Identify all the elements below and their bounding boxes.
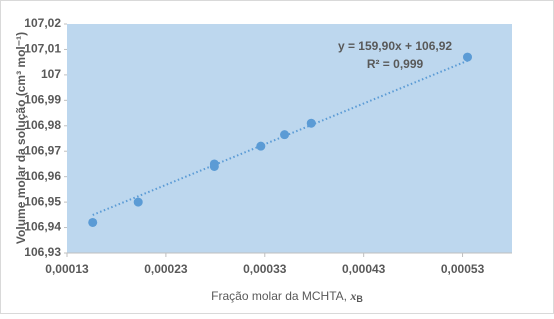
point [280,130,290,140]
y-tick-label: 106,99 [24,93,61,107]
r-squared: R² = 0,999 [367,57,424,71]
x-tick-label: 0,00033 [243,262,287,276]
point [256,141,266,151]
y-tick-label: 106,97 [24,143,61,157]
x-tick-label: 0,00043 [342,262,386,276]
y-tick-label: 106,94 [24,220,61,234]
point [133,197,143,207]
y-tick-label: 107,02 [24,16,61,30]
y-tick-label: 106,93 [24,245,61,259]
x-tick-label: 0,00053 [441,262,485,276]
y-tick-label: 106,95 [24,194,61,208]
x-axis-label: Fração molar da MCHTA, xB [211,289,363,305]
y-tick-label: 106,96 [24,169,61,183]
point [306,118,316,128]
x-axis-label-text: Fração molar da MCHTA, [211,289,350,303]
x-axis-label-var: x [349,289,356,303]
x-tick-label: 0,00013 [45,262,89,276]
x-tick-label: 0,00023 [144,262,188,276]
y-tick-label: 107,01 [24,42,61,56]
point [463,52,472,62]
y-axis-label: Volume molar da solução (cm³ mol⁻¹) [14,32,28,244]
plot-area [67,24,512,253]
point [209,161,219,171]
x-axis-label-sub: B [356,294,363,304]
y-tick-label: 106,98 [24,118,61,132]
trendline-equation: y = 159,90x + 106,92 [338,39,452,53]
y-tick-label: 107 [41,67,61,81]
point [88,217,98,227]
